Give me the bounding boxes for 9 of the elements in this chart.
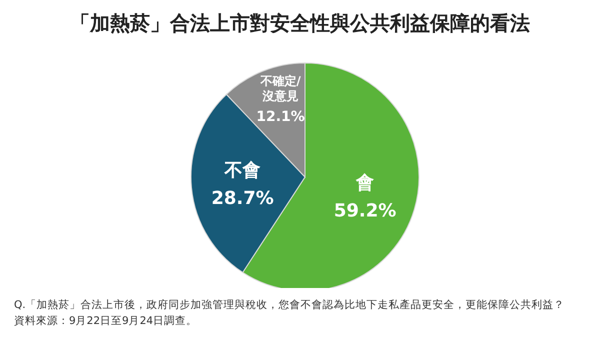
data-label: 59.2% xyxy=(334,200,396,222)
chart-title: 「加熱菸」合法上市對安全性與公共利益保障的看法 xyxy=(69,10,531,37)
slice-label: 不會 xyxy=(224,160,261,182)
slice-label: 會 xyxy=(355,172,374,194)
slice-label: 不確定/沒意見 xyxy=(259,74,302,104)
data-label: 12.1% xyxy=(256,109,305,126)
data-label: 28.7% xyxy=(211,188,274,210)
text: Q.「加熱菸」合法上市後，政府同步加強管理與稅收，您會不會認為比地下走私產品更安全，更能保障公共利益？ xyxy=(14,298,566,313)
source-note: 資料來源：9月22日至9月24日調查。 xyxy=(14,314,198,329)
